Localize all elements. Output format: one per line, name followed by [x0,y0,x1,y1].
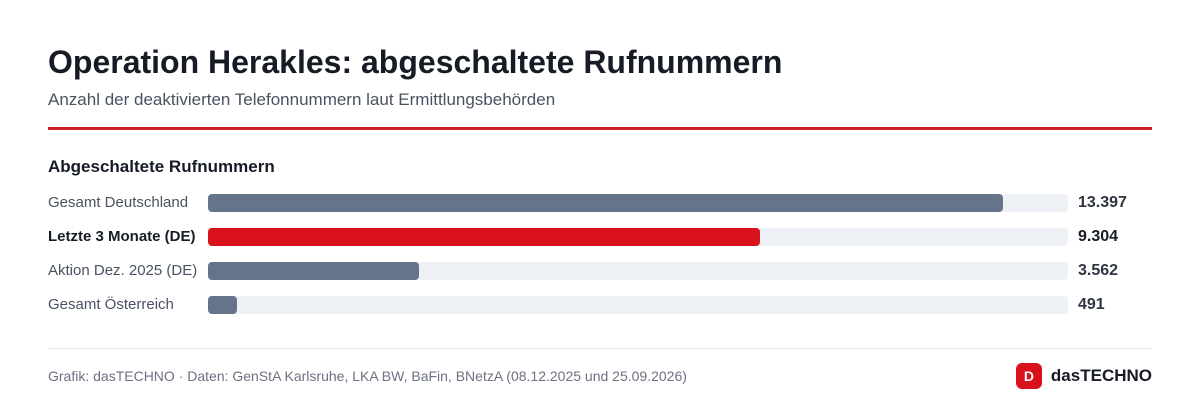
footer-divider [48,348,1152,349]
bar [208,262,419,280]
bar-track [208,262,1068,280]
bar-row: Gesamt Deutschland 13.397 [0,194,1200,212]
value-label: 9.304 [1078,228,1119,245]
brand-logo: D dasTECHNO [1015,363,1152,389]
category-label: Letzte 3 Monate (DE) [48,228,196,245]
logo-text: dasTECHNO [1050,366,1152,385]
value-label: 13.397 [1078,194,1127,211]
value-label: 491 [1078,296,1105,313]
bar [208,228,760,246]
category-label: Gesamt Deutschland [48,194,189,211]
logo-icon: D [1015,363,1042,389]
bar-track [208,296,1068,314]
bar [208,194,1003,212]
chart-subtitle: Anzahl der deaktivierten Telefonnummern … [48,90,556,109]
section-title: Abgeschaltete Rufnummern [48,157,275,176]
bar-row: Aktion Dez. 2025 (DE) 3.562 [0,262,1200,280]
bar-row: Gesamt Österreich 491 [0,296,1200,314]
bar [208,296,237,314]
accent-rule [48,127,1152,130]
source-note: Grafik: dasTECHNO · Daten: GenStA Karlsr… [48,368,687,384]
bar-track [208,228,1068,246]
category-label: Aktion Dez. 2025 (DE) [48,262,198,279]
bar-track [208,194,1068,212]
category-label: Gesamt Österreich [48,296,174,313]
value-label: 3.562 [1078,262,1119,279]
chart-title: Operation Herakles: abgeschaltete Rufnum… [48,44,783,80]
bar-row: Letzte 3 Monate (DE) 9.304 [0,228,1200,246]
